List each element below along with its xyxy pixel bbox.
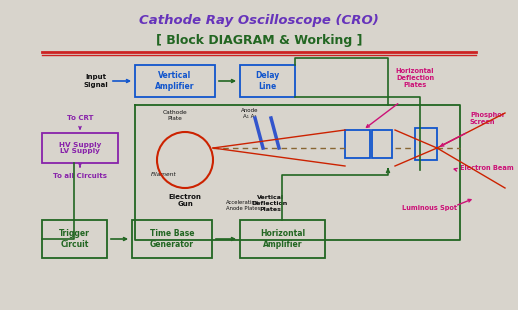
Text: HV Supply
LV Supply: HV Supply LV Supply	[59, 141, 101, 154]
Text: To CRT: To CRT	[67, 115, 93, 121]
Text: Accelerating
Anode Plates: Accelerating Anode Plates	[226, 200, 260, 211]
Text: To all Circuits: To all Circuits	[53, 173, 107, 179]
Text: Cathode Ray Oscilloscope (CRO): Cathode Ray Oscilloscope (CRO)	[139, 14, 379, 27]
Text: Luminous Spot: Luminous Spot	[402, 205, 457, 211]
Text: Vertical
Amplifier: Vertical Amplifier	[155, 71, 195, 91]
Text: Time Base
Generator: Time Base Generator	[150, 229, 194, 249]
Text: Filament: Filament	[151, 172, 177, 178]
Text: Vertical
Deflection
Plates: Vertical Deflection Plates	[252, 195, 288, 212]
Text: Electron Beam: Electron Beam	[460, 165, 514, 171]
Text: Input
Signal: Input Signal	[83, 74, 108, 87]
FancyBboxPatch shape	[240, 220, 325, 258]
FancyBboxPatch shape	[415, 128, 437, 160]
FancyBboxPatch shape	[132, 220, 212, 258]
FancyBboxPatch shape	[345, 130, 370, 158]
Text: Phosphor
Screen: Phosphor Screen	[470, 112, 505, 125]
Text: Delay
Line: Delay Line	[255, 71, 280, 91]
FancyBboxPatch shape	[42, 220, 107, 258]
FancyBboxPatch shape	[135, 65, 215, 97]
Text: Electron
Gun: Electron Gun	[168, 194, 202, 207]
Text: Horizontal
Deflection
Plates: Horizontal Deflection Plates	[396, 68, 434, 88]
FancyBboxPatch shape	[42, 133, 118, 163]
Text: Horizontal
Amplifier: Horizontal Amplifier	[260, 229, 305, 249]
FancyBboxPatch shape	[372, 130, 392, 158]
Text: Trigger
Circuit: Trigger Circuit	[59, 229, 90, 249]
FancyBboxPatch shape	[240, 65, 295, 97]
Text: Anode
A₁ A₂: Anode A₁ A₂	[241, 108, 259, 119]
Text: [ Block DIAGRAM & Working ]: [ Block DIAGRAM & Working ]	[156, 34, 362, 47]
Text: Cathode
Plate: Cathode Plate	[163, 110, 188, 121]
